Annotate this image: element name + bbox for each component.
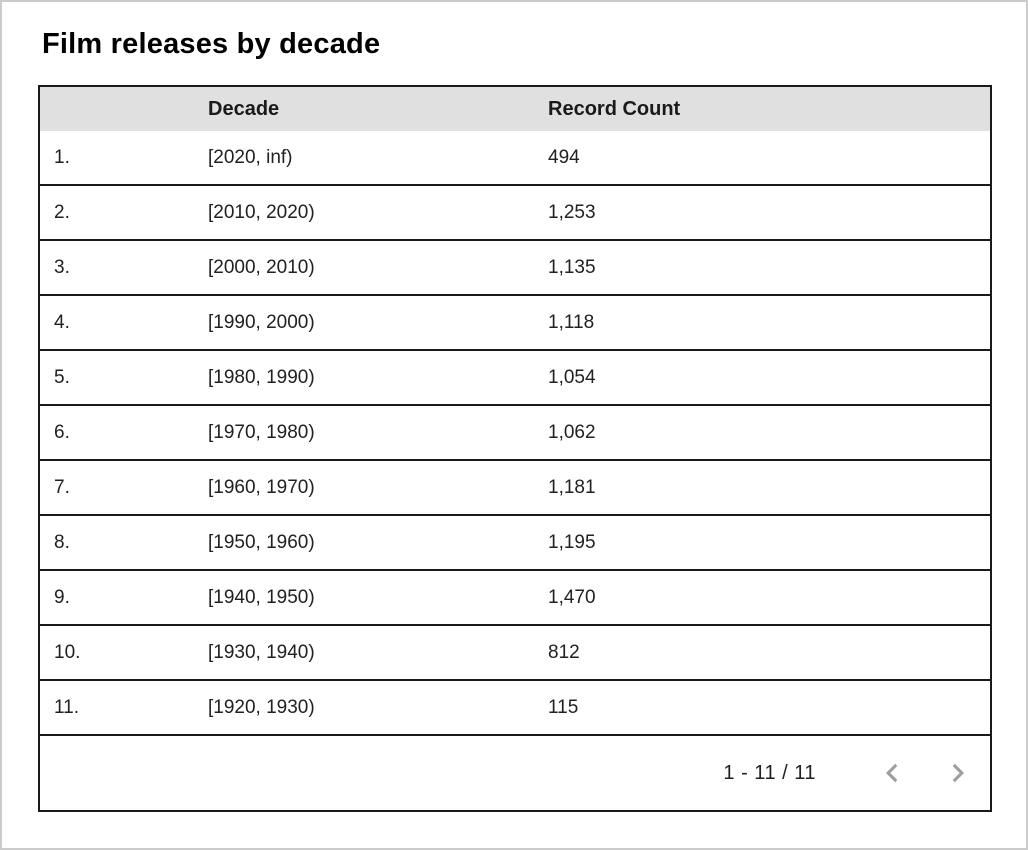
film-releases-table: Decade Record Count 1. [2020, inf) 494 2… bbox=[38, 85, 992, 812]
row-index: 8. bbox=[54, 531, 70, 553]
decade-cell: [1980, 1990) bbox=[208, 366, 315, 388]
row-index: 9. bbox=[54, 586, 70, 608]
decade-cell: [1970, 1980) bbox=[208, 421, 315, 443]
table-header-row: Decade Record Count bbox=[40, 87, 990, 131]
row-index: 5. bbox=[54, 366, 70, 388]
table-row: 7. [1960, 1970) 1,181 bbox=[40, 461, 990, 516]
row-index: 1. bbox=[54, 146, 70, 168]
record-count-cell: 1,135 bbox=[548, 256, 596, 278]
row-index: 4. bbox=[54, 311, 70, 333]
row-index: 11. bbox=[54, 696, 80, 718]
table-row: 4. [1990, 2000) 1,118 bbox=[40, 296, 990, 351]
table-row: 9. [1940, 1950) 1,470 bbox=[40, 571, 990, 626]
record-count-cell: 1,253 bbox=[548, 201, 596, 223]
decade-cell: [1960, 1970) bbox=[208, 476, 315, 498]
next-page-button[interactable] bbox=[936, 752, 978, 794]
chevron-left-icon bbox=[880, 760, 906, 786]
table-row: 11. [1920, 1930) 115 bbox=[40, 681, 990, 736]
row-index: 2. bbox=[54, 201, 70, 223]
decade-cell: [1920, 1930) bbox=[208, 696, 315, 718]
record-count-cell: 1,181 bbox=[548, 476, 596, 498]
table-footer: 1 - 11 / 11 bbox=[40, 736, 990, 810]
row-index: 7. bbox=[54, 476, 70, 498]
table-row: 2. [2010, 2020) 1,253 bbox=[40, 186, 990, 241]
row-index: 3. bbox=[54, 256, 70, 278]
pagination-range-label: 1 - 11 / 11 bbox=[723, 761, 816, 784]
record-count-cell: 1,118 bbox=[548, 311, 595, 333]
record-count-cell: 115 bbox=[548, 696, 579, 718]
record-count-cell: 494 bbox=[548, 146, 580, 168]
table-row: 1. [2020, inf) 494 bbox=[40, 131, 990, 186]
decade-cell: [2000, 2010) bbox=[208, 256, 315, 278]
row-index: 6. bbox=[54, 421, 70, 443]
decade-cell: [1950, 1960) bbox=[208, 531, 315, 553]
record-count-cell: 1,470 bbox=[548, 586, 596, 608]
decade-cell: [2010, 2020) bbox=[208, 201, 315, 223]
record-count-cell: 812 bbox=[548, 641, 580, 663]
header-decade[interactable]: Decade bbox=[208, 97, 280, 120]
header-record-count[interactable]: Record Count bbox=[548, 97, 681, 120]
table-row: 8. [1950, 1960) 1,195 bbox=[40, 516, 990, 571]
chevron-right-icon bbox=[944, 760, 970, 786]
page-title: Film releases by decade bbox=[42, 28, 381, 60]
decade-cell: [1940, 1950) bbox=[208, 586, 315, 608]
previous-page-button[interactable] bbox=[872, 752, 914, 794]
table-row: 6. [1970, 1980) 1,062 bbox=[40, 406, 990, 461]
table-row: 3. [2000, 2010) 1,135 bbox=[40, 241, 990, 296]
record-count-cell: 1,195 bbox=[548, 531, 596, 553]
decade-cell: [2020, inf) bbox=[208, 146, 293, 168]
decade-cell: [1930, 1940) bbox=[208, 641, 315, 663]
decade-cell: [1990, 2000) bbox=[208, 311, 315, 333]
record-count-cell: 1,062 bbox=[548, 421, 596, 443]
table-row: 10. [1930, 1940) 812 bbox=[40, 626, 990, 681]
row-index: 10. bbox=[54, 641, 81, 663]
record-count-cell: 1,054 bbox=[548, 366, 596, 388]
table-row: 5. [1980, 1990) 1,054 bbox=[40, 351, 990, 406]
